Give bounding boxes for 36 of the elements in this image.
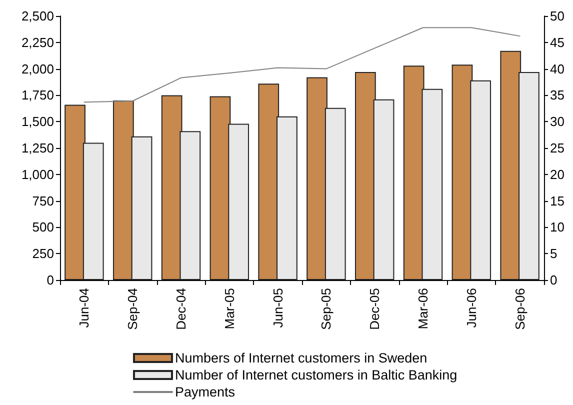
- y2-tick-label: 15: [550, 193, 564, 208]
- legend-label: Number of Internet customers in Baltic Banking: [175, 368, 458, 382]
- x-tick-label: Mar-06: [416, 288, 430, 330]
- y-tick-label: 1,750: [21, 88, 54, 103]
- y-tick-label: 2,000: [21, 61, 54, 76]
- x-tick-label: Sep-05: [318, 288, 334, 330]
- legend-label: Payments: [175, 384, 236, 400]
- y-tick-label: 2,500: [21, 8, 54, 24]
- x-tick-label: Jun-04: [76, 288, 92, 328]
- y2-tick-label: 45: [550, 34, 564, 50]
- y2-tick-label: 10: [550, 220, 564, 235]
- y2-tick-label: 5: [550, 246, 558, 262]
- y-tick-label: 1,000: [21, 166, 54, 182]
- y-tick-label: 500: [32, 220, 54, 235]
- x-tick-label: Dec-05: [367, 288, 382, 330]
- y-tick-label: 1,500: [21, 114, 54, 130]
- y-tick-label: 1,250: [21, 140, 54, 156]
- x-tick-label: Mar-05: [222, 288, 237, 330]
- y2-tick-label: 40: [550, 61, 564, 76]
- y-tick-label: 250: [32, 246, 54, 262]
- line-series: [84, 27, 520, 103]
- y2-tick-label: 50: [550, 8, 564, 24]
- y2-tick-label: 25: [550, 140, 564, 156]
- y-tick-label: 750: [32, 193, 54, 208]
- y2-tick-label: 20: [550, 166, 564, 182]
- y2-tick-label: 0: [550, 272, 558, 288]
- x-tick-label: Sep-06: [512, 288, 528, 330]
- y2-tick-label: 30: [550, 114, 564, 130]
- x-tick-label: Sep-04: [125, 288, 140, 330]
- x-tick-label: Dec-04: [174, 288, 188, 330]
- y2-tick-label: 35: [550, 88, 564, 103]
- x-tick-label: Jun-06: [464, 288, 479, 328]
- y-tick-label: 2,250: [21, 34, 54, 50]
- legend-label: Numbers of Internet customers in Sweden: [175, 350, 428, 366]
- y-tick-label: 0: [46, 272, 54, 288]
- x-tick-label: Jun-05: [270, 288, 286, 328]
